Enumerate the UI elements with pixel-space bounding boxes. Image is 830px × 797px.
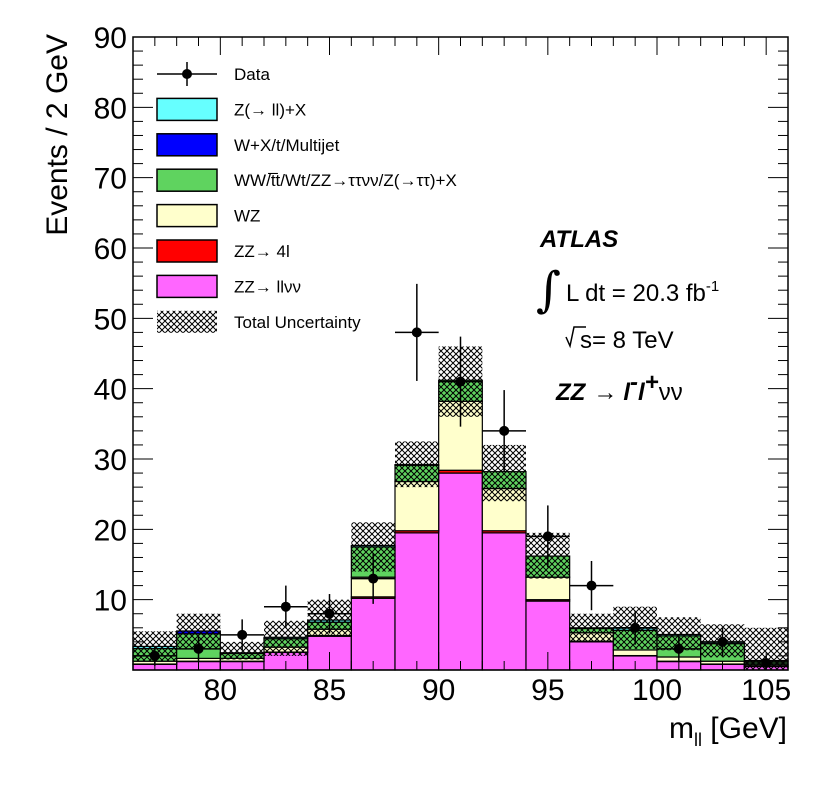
axis-ticks — [132, 36, 789, 671]
legend-entry-7: Total Uncertainty — [157, 310, 361, 333]
data-point-8 — [499, 425, 510, 436]
legend-data-marker — [182, 69, 192, 79]
uncertainty-band-bin-2 — [220, 641, 264, 660]
legend-entry-2: W+X/t/Multijet — [156, 133, 340, 157]
y-axis-label: Events / 2 GeV — [41, 34, 74, 236]
x-tick-labels: 80 85 90 95 100 105 — [204, 674, 792, 707]
data-point-1 — [193, 643, 204, 654]
legend-label: W+X/t/Multijet — [234, 136, 340, 155]
energy-label: s= 8 TeV — [580, 327, 674, 354]
legend-swatch — [156, 97, 218, 122]
x-axis-label: mll [GeV] — [669, 712, 787, 750]
y-tick-label-70: 70 — [94, 163, 127, 196]
x-tick-label-80: 80 — [204, 674, 237, 707]
legend-entry-6: ZZ→ llνν — [156, 274, 301, 299]
legend-swatch — [156, 274, 218, 299]
data-point-9 — [542, 531, 553, 542]
y-tick-label-10: 10 — [94, 585, 127, 618]
data-point-11 — [630, 622, 641, 633]
x-tick-label-100: 100 — [632, 674, 682, 707]
y-tick-label-30: 30 — [94, 444, 127, 477]
bar-zz-ll--bin-5 — [350, 597, 396, 671]
data-point-7 — [455, 376, 466, 387]
legend-label: Z(→ ll)+X — [234, 100, 306, 119]
x-tick-label-85: 85 — [313, 674, 346, 707]
legend-entry-1: Z(→ ll)+X — [156, 97, 306, 122]
data-point-5 — [368, 573, 379, 584]
legend-swatch — [156, 203, 218, 228]
data-point-12 — [673, 643, 684, 654]
legend-entry-3: WW/t̅t/Wt/ZZ→ττνν/Z(→ττ)+X — [156, 168, 457, 192]
x-tick-label-105: 105 — [741, 674, 791, 707]
y-tick-label-60: 60 — [94, 233, 127, 266]
x-tick-label-90: 90 — [422, 674, 455, 707]
bar-wz-bin-9 — [525, 576, 571, 601]
luminosity-label: L dt = 20.3 fb-1 — [566, 278, 719, 307]
legend-label: WW/t̅t/Wt/ZZ→ττνν/Z(→ττ)+X — [234, 171, 457, 190]
sqrt-sign — [565, 326, 586, 349]
atlas-label: ATLAS — [539, 226, 618, 253]
data-point-0 — [149, 650, 160, 661]
data-point-2 — [237, 629, 248, 640]
legend-entry-5: ZZ→ 4l — [156, 239, 290, 263]
y-tick-labels: 10 20 30 40 50 60 70 80 90 — [94, 22, 127, 618]
data-points — [133, 283, 788, 670]
legend-label: Data — [234, 65, 270, 84]
y-tick-label-40: 40 — [94, 374, 127, 407]
bar-zz-ll--bin-8 — [481, 532, 527, 671]
bar-wz-bin-11 — [612, 649, 658, 657]
legend-swatch — [156, 133, 218, 157]
legend-entry-4: WZ — [156, 203, 260, 228]
uncertainty-band-bin-10 — [569, 613, 614, 642]
y-tick-label-50: 50 — [94, 303, 127, 336]
y-tick-label-80: 80 — [94, 92, 127, 125]
bar-zz-ll--bin-6 — [394, 532, 440, 671]
uncertainty-band-bin-6 — [395, 441, 439, 488]
legend-swatch — [156, 168, 218, 192]
legend-label: Total Uncertainty — [234, 313, 361, 332]
process-label: ZZ → l-l+νν — [555, 369, 683, 406]
data-point-13 — [717, 636, 728, 647]
legend-label: ZZ→ 4l — [234, 242, 290, 261]
legend-swatch-hatch — [157, 310, 217, 333]
y-tick-label-20: 20 — [94, 514, 127, 547]
bar-wz-bin-6 — [394, 480, 440, 532]
legend-swatch — [156, 239, 218, 263]
y-tick-label-90: 90 — [94, 22, 127, 55]
legend-label: ZZ→ llνν — [234, 277, 301, 296]
data-point-4 — [324, 608, 335, 619]
legend: Data Z(→ ll)+X W+X/t/Multijet WW/t̅t/Wt/ZZ→… — [156, 62, 457, 333]
x-tick-label-95: 95 — [531, 674, 564, 707]
data-point-10 — [586, 580, 597, 591]
integral-sign: ∫ — [536, 262, 561, 318]
legend-label: WZ — [234, 207, 260, 226]
bar-zz-ll--bin-7 — [438, 472, 483, 671]
data-point-3 — [280, 601, 291, 612]
legend-entry-0: Data — [157, 62, 270, 86]
atlas-annotations: ATLAS ∫ L dt = 20.3 fb-1 s= 8 TeV ZZ → l-l… — [536, 226, 719, 406]
data-point-6 — [411, 327, 422, 338]
